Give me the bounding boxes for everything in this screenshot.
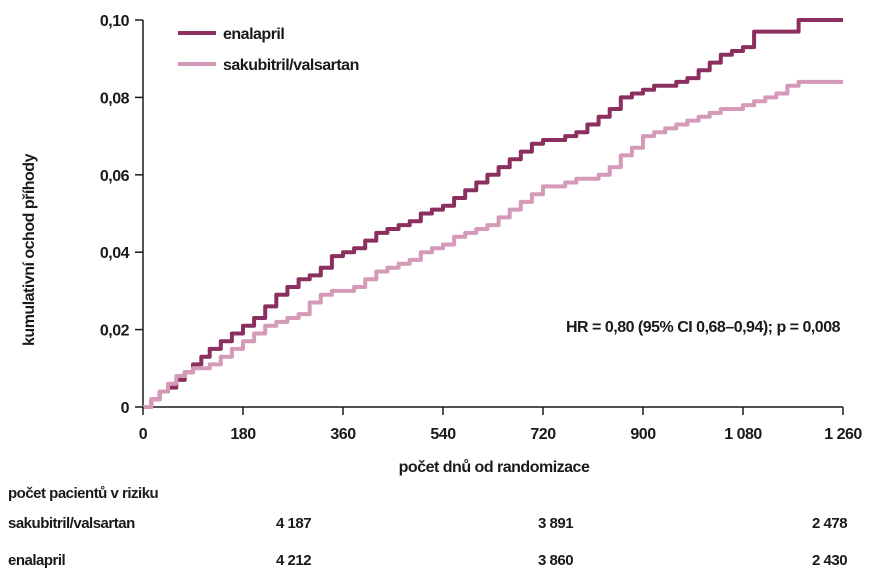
risk-cell: 2 478 xyxy=(812,515,848,532)
risk-cell: 2 430 xyxy=(812,552,848,569)
x-tick-label: 900 xyxy=(630,426,656,443)
hazard-ratio-annotation: HR = 0,80 (95% CI 0,68–0,94); p = 0,008 xyxy=(566,319,841,336)
risk-row-label: sakubitril/valsartan xyxy=(8,515,135,532)
x-tick-label: 720 xyxy=(530,426,556,443)
y-tick-label: 0,08 xyxy=(100,90,130,107)
x-tick-label: 1 260 xyxy=(824,426,862,443)
y-tick-label: 0,10 xyxy=(100,13,130,30)
risk-row-label: enalapril xyxy=(8,552,66,569)
y-tick-label: 0,06 xyxy=(100,168,130,185)
x-tick-label: 180 xyxy=(230,426,256,443)
y-tick-label: 0,04 xyxy=(100,245,130,262)
x-tick-label: 360 xyxy=(330,426,356,443)
x-axis-title: počet dnů od randomizace xyxy=(399,459,590,476)
y-axis-title: kumulativní ochod příhody xyxy=(21,153,38,346)
legend-label-sakubitril: sakubitril/valsartan xyxy=(223,57,359,74)
chart: 0 180 360 540 720 900 1 080 1 260 0 0,02 0,04 0,06 0… xyxy=(21,13,863,476)
risk-cell: 4 187 xyxy=(276,515,312,532)
risk-cell: 3 891 xyxy=(538,515,574,532)
y-tick-label: 0 xyxy=(121,400,130,417)
risk-cell: 4 212 xyxy=(276,552,312,569)
y-tick-label: 0,02 xyxy=(100,323,130,340)
risk-table-title: počet pacientů v riziku xyxy=(8,485,159,502)
x-tick-label: 0 xyxy=(139,426,148,443)
series-line-enalapril xyxy=(143,18,843,409)
x-tick-label: 1 080 xyxy=(724,426,762,443)
legend-label-enalapril: enalapril xyxy=(223,26,284,43)
risk-cell: 3 860 xyxy=(538,552,574,569)
series-line-sakubitril-valsartan xyxy=(143,79,843,409)
legend: enalapril sakubitril/valsartan xyxy=(178,26,359,74)
x-tick-label: 540 xyxy=(430,426,456,443)
